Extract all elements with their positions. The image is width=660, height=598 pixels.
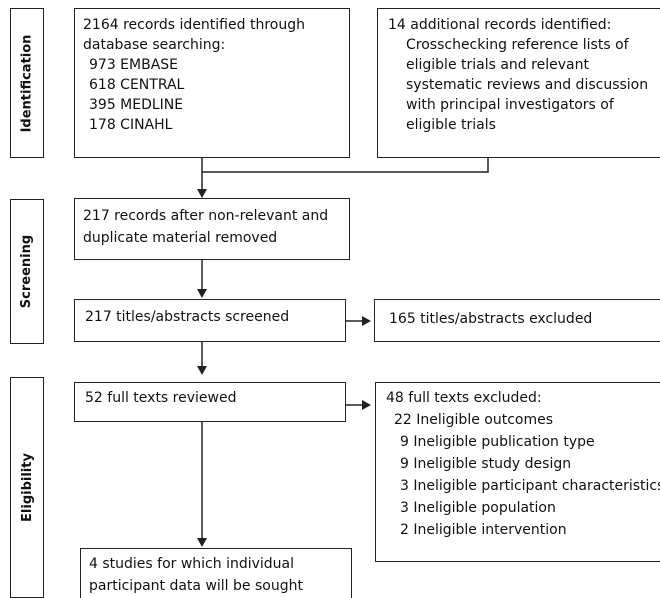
eligibility-stage-label: Eligibility bbox=[19, 453, 35, 522]
additional-records-detail-line-2: eligible trials and relevant bbox=[406, 57, 589, 73]
full-texts-excluded-title: 48 full texts excluded: bbox=[386, 390, 542, 406]
identification-stage-label: Identification bbox=[19, 34, 35, 132]
additional-to-junction-line bbox=[202, 157, 489, 173]
full-texts-reviewed-text: 52 full texts reviewed bbox=[85, 390, 237, 406]
titles-abstracts-screened-box: 217 titles/abstracts screened bbox=[74, 299, 346, 342]
included-studies-line-2: participant data will be sought bbox=[89, 578, 303, 594]
embase-count: 973 EMBASE bbox=[89, 57, 179, 73]
database-records-title-line-2: database searching: bbox=[83, 37, 226, 53]
central-count: 618 CENTRAL bbox=[89, 77, 185, 93]
screened-to-excluded-arrowhead bbox=[362, 316, 371, 326]
screening-stage-label: Screening bbox=[19, 234, 35, 309]
identification-stage-box: Identification bbox=[10, 8, 44, 158]
titles-abstracts-excluded-text: 165 titles/abstracts excluded bbox=[389, 311, 593, 327]
ineligible-participant-characteristics: 3 Ineligible participant characteristics bbox=[400, 478, 660, 494]
database-records-box: 2164 records identified through database… bbox=[74, 8, 350, 158]
reviewed-to-included-arrowhead bbox=[197, 538, 207, 547]
removal-to-screened-arrowhead bbox=[197, 289, 207, 298]
ineligible-publication-type: 9 Ineligible publication type bbox=[400, 434, 595, 450]
additional-records-detail-line-4: with principal investigators of bbox=[406, 97, 614, 113]
additional-records-title: 14 additional records identified: bbox=[388, 17, 612, 33]
ineligible-study-design: 9 Ineligible study design bbox=[400, 456, 572, 472]
database-records-title-line-1: 2164 records identified through bbox=[83, 17, 305, 33]
titles-abstracts-screened-text: 217 titles/abstracts screened bbox=[85, 309, 290, 325]
records-after-removal-box: 217 records after non-relevant and dupli… bbox=[74, 198, 350, 260]
records-after-removal-line-1: 217 records after non-relevant and bbox=[83, 208, 329, 224]
reviewed-to-excluded-arrowhead bbox=[362, 400, 371, 410]
ineligible-population: 3 Ineligible population bbox=[400, 500, 556, 516]
medline-count: 395 MEDLINE bbox=[89, 97, 184, 113]
eligibility-stage-box: Eligibility bbox=[10, 377, 44, 598]
additional-records-detail-line-1: Crosschecking reference lists of bbox=[406, 37, 629, 53]
additional-records-box: 14 additional records identified: Crossc… bbox=[377, 8, 660, 158]
cinahl-count: 178 CINAHL bbox=[89, 117, 173, 133]
full-texts-reviewed-box: 52 full texts reviewed bbox=[74, 382, 346, 422]
identification-to-screening-arrowhead bbox=[197, 189, 207, 198]
ineligible-outcomes: 22 Ineligible outcomes bbox=[394, 412, 554, 428]
records-after-removal-line-2: duplicate material removed bbox=[83, 230, 278, 246]
additional-records-detail-line-3: systematic reviews and discussion bbox=[406, 77, 649, 93]
ineligible-intervention: 2 Ineligible intervention bbox=[400, 522, 567, 538]
additional-records-detail-line-5: eligible trials bbox=[406, 117, 496, 133]
titles-abstracts-excluded-box: 165 titles/abstracts excluded bbox=[374, 299, 660, 342]
screening-stage-box: Screening bbox=[10, 199, 44, 344]
full-texts-excluded-box: 48 full texts excluded: 22 Ineligible ou… bbox=[375, 382, 660, 562]
included-studies-line-1: 4 studies for which individual bbox=[89, 556, 295, 572]
screened-to-reviewed-arrowhead bbox=[197, 366, 207, 375]
included-studies-box: 4 studies for which individual participa… bbox=[80, 548, 352, 598]
